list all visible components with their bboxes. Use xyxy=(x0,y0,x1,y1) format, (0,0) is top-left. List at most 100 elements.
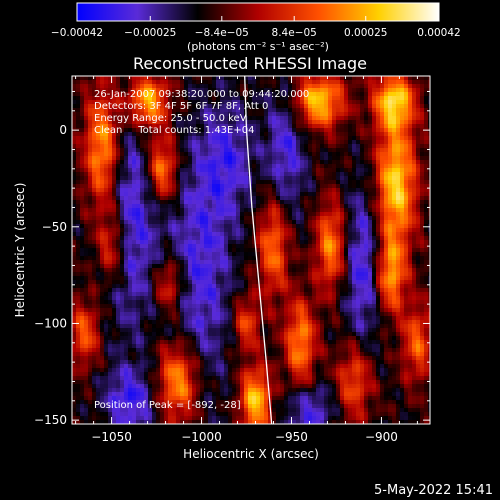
heatmap-cell xyxy=(360,116,365,121)
heatmap-cell xyxy=(320,244,325,249)
heatmap-cell xyxy=(348,152,353,157)
heatmap-cell xyxy=(80,252,85,257)
heatmap-cell xyxy=(76,136,81,141)
heatmap-cell xyxy=(224,264,229,269)
heatmap-cell xyxy=(324,224,329,229)
heatmap-cell xyxy=(392,104,397,109)
heatmap-cell xyxy=(396,176,401,181)
heatmap-cell xyxy=(228,216,233,221)
heatmap-cell xyxy=(240,132,245,137)
heatmap-cell xyxy=(364,152,369,157)
heatmap-cell xyxy=(200,256,205,261)
heatmap-cell xyxy=(428,80,430,85)
heatmap-cell xyxy=(96,212,101,217)
heatmap-cell xyxy=(140,88,145,93)
heatmap-cell xyxy=(280,144,285,149)
heatmap-cell xyxy=(416,188,421,193)
heatmap-cell xyxy=(148,236,153,241)
heatmap-cell xyxy=(352,88,357,93)
heatmap-cell xyxy=(136,112,141,117)
heatmap-cell xyxy=(292,280,297,285)
heatmap-cell xyxy=(280,292,285,297)
heatmap-cell xyxy=(168,196,173,201)
heatmap-cell xyxy=(316,276,321,281)
heatmap-cell xyxy=(80,156,85,161)
heatmap-cell xyxy=(120,172,125,177)
heatmap-cell xyxy=(364,124,369,129)
heatmap-cell xyxy=(180,208,185,213)
heatmap-cell xyxy=(292,224,297,229)
heatmap-cell xyxy=(116,76,121,81)
heatmap-cell xyxy=(312,152,317,157)
heatmap-cell xyxy=(320,284,325,289)
heatmap-cell xyxy=(320,248,325,253)
heatmap-cell xyxy=(160,160,165,165)
heatmap-cell xyxy=(348,136,353,141)
heatmap-cell xyxy=(72,80,77,85)
heatmap-cell xyxy=(132,272,137,277)
heatmap-cell xyxy=(80,112,85,117)
heatmap-cell xyxy=(232,192,237,197)
heatmap-cell xyxy=(152,180,157,185)
heatmap-cell xyxy=(148,272,153,277)
heatmap-cell xyxy=(284,192,289,197)
heatmap-cell xyxy=(184,272,189,277)
heatmap-cell xyxy=(188,280,193,285)
heatmap-cell xyxy=(240,204,245,209)
heatmap-cell xyxy=(356,120,361,125)
heatmap-cell xyxy=(336,132,341,137)
heatmap-cell xyxy=(360,236,365,241)
heatmap-cell xyxy=(208,252,213,257)
heatmap-cell xyxy=(244,148,249,153)
heatmap-cell xyxy=(104,284,109,289)
heatmap-cell xyxy=(256,172,261,177)
heatmap-cell xyxy=(404,204,409,209)
heatmap-cell xyxy=(240,108,245,113)
heatmap-cell xyxy=(180,252,185,257)
heatmap-cell xyxy=(196,136,201,141)
heatmap-cell xyxy=(296,272,301,277)
heatmap-cell xyxy=(400,172,405,177)
heatmap-cell xyxy=(156,296,161,301)
heatmap-cell xyxy=(416,260,421,265)
heatmap-cell xyxy=(428,256,430,261)
heatmap-cell xyxy=(196,116,201,121)
heatmap-cell xyxy=(120,92,125,97)
heatmap-cell xyxy=(392,140,397,145)
heatmap-cell xyxy=(296,116,301,121)
heatmap-cell xyxy=(264,100,269,105)
heatmap-cell xyxy=(296,80,301,85)
heatmap-cell xyxy=(72,160,77,165)
heatmap-cell xyxy=(328,148,333,153)
heatmap-cell xyxy=(212,236,217,241)
heatmap-cell xyxy=(92,244,97,249)
heatmap-cell xyxy=(188,160,193,165)
heatmap-cell xyxy=(180,260,185,265)
heatmap-cell xyxy=(348,280,353,285)
heatmap-cell xyxy=(124,128,129,133)
heatmap-cell xyxy=(388,96,393,101)
heatmap-cell xyxy=(408,188,413,193)
heatmap-cell xyxy=(212,232,217,237)
heatmap-cell xyxy=(312,116,317,121)
heatmap-cell xyxy=(384,204,389,209)
heatmap-cell xyxy=(176,196,181,201)
heatmap-cell xyxy=(384,264,389,269)
heatmap-cell xyxy=(356,228,361,233)
heatmap-cell xyxy=(212,88,217,93)
heatmap-cell xyxy=(288,224,293,229)
heatmap-cell xyxy=(116,140,121,145)
heatmap-cell xyxy=(228,224,233,229)
heatmap-cell xyxy=(388,84,393,89)
heatmap-cell xyxy=(348,188,353,193)
heatmap-cell xyxy=(140,120,145,125)
heatmap-cell xyxy=(204,116,209,121)
heatmap-cell xyxy=(108,256,113,261)
heatmap-cell xyxy=(200,288,205,293)
heatmap-cell xyxy=(72,248,77,253)
heatmap-cell xyxy=(424,176,429,181)
heatmap-cell xyxy=(180,136,185,141)
heatmap-cell xyxy=(328,144,333,149)
heatmap-cell xyxy=(92,220,97,225)
heatmap-cell xyxy=(368,140,373,145)
